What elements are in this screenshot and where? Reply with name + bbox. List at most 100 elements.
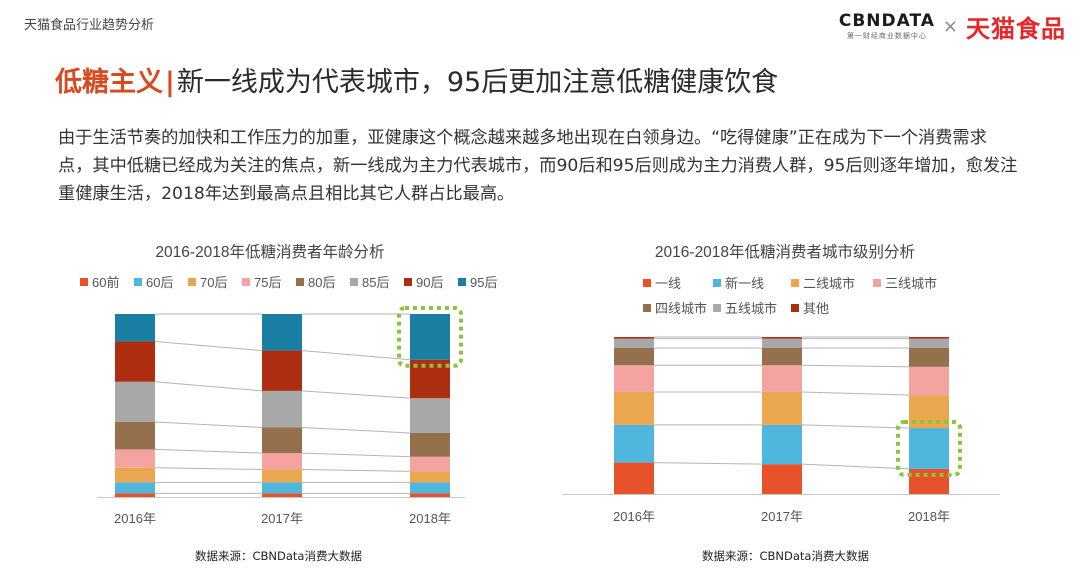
bar-segment [614, 424, 654, 463]
bar-segment [410, 482, 450, 494]
connector-line [801, 424, 910, 429]
chart-source-age: 数据来源：CBNData消费大数据 [195, 549, 362, 563]
legend-label: 其他 [803, 301, 829, 316]
x-tick-label: 2016年 [114, 511, 156, 526]
chart-source-city: 数据来源：CBNData消费大数据 [702, 549, 869, 563]
bar-segment [909, 337, 949, 339]
bar-segment [410, 398, 450, 433]
legend-swatch [791, 279, 799, 287]
connector-line [801, 364, 910, 368]
cbndata-logo: CBNDATA 第一财经商业数据中心 [838, 10, 935, 40]
brand-logos: CBNDATA 第一财经商业数据中心 × 天猫食品 [839, 6, 1066, 46]
legend-swatch [350, 278, 358, 286]
section-label: 天猫食品行业趋势分析 [24, 18, 155, 33]
title-main: 新一线成为代表城市，95后更加注意低糖健康饮食 [176, 67, 779, 98]
connector-line [154, 340, 263, 352]
bar-segment [909, 428, 949, 469]
legend-swatch [134, 278, 142, 286]
bar-segment [410, 456, 450, 472]
connector-line [154, 381, 263, 392]
x-tick-label: 2018年 [409, 511, 451, 526]
connector-line [801, 463, 910, 470]
cbndata-subtitle: 第一财经商业数据中心 [846, 31, 927, 40]
connector-line [301, 390, 411, 399]
bar-segment [762, 424, 802, 465]
connector-line [154, 421, 263, 428]
bar-segment [410, 359, 450, 399]
legend-label: 70后 [200, 275, 227, 290]
legend-label: 四线城市 [655, 301, 707, 316]
bar-segment [614, 347, 654, 366]
legend-swatch [713, 304, 721, 312]
bar-segment [262, 390, 302, 428]
bar-segment [909, 366, 949, 396]
connector-line [301, 469, 411, 472]
bar-segment [762, 347, 802, 366]
title-divider: | [165, 67, 175, 98]
bar-segment [614, 365, 654, 392]
legend-swatch [458, 278, 466, 286]
bar-segment [762, 391, 802, 425]
legend-swatch [80, 278, 88, 286]
bar-segment [262, 493, 302, 497]
bar-segment [115, 449, 155, 468]
bar-segment [262, 427, 302, 454]
bar-segment [909, 468, 949, 494]
bar-segment [410, 493, 450, 497]
connector-line [301, 452, 411, 458]
x-tick-label: 2017年 [761, 509, 803, 524]
bar-segment [614, 337, 654, 339]
bar-segment [614, 391, 654, 425]
connector-line [301, 426, 411, 434]
bar-segment [762, 337, 802, 339]
bar-segment [762, 464, 802, 494]
bar-segment [909, 347, 949, 367]
bar-segment [410, 471, 450, 483]
bar-segment [762, 338, 802, 348]
legend-label: 85后 [362, 275, 389, 290]
legend-label: 新一线 [725, 276, 764, 291]
legend-label: 三线城市 [885, 276, 937, 291]
page-title: 低糖主义|新一线成为代表城市，95后更加注意低糖健康饮食 [55, 60, 778, 99]
bar-segment [410, 314, 450, 360]
bar-segment [115, 381, 155, 422]
connector-line [801, 391, 910, 396]
cross-icon: × [942, 15, 958, 37]
cbndata-wordmark: CBNDATA [838, 10, 935, 31]
legend-label: 75后 [254, 275, 281, 290]
bar-segment [410, 432, 450, 457]
legend-swatch [188, 278, 196, 286]
tmall-food-logo: 天猫食品 [966, 14, 1066, 43]
bar-segment [909, 338, 949, 348]
bar-segment [262, 469, 302, 483]
legend-label: 80后 [308, 275, 335, 290]
legend-label: 五线城市 [725, 301, 777, 316]
bar-segment [262, 453, 302, 470]
bar-segment [614, 338, 654, 348]
bar-segment [614, 462, 654, 494]
bar-segment [115, 341, 155, 382]
legend-swatch [873, 279, 881, 287]
legend-label: 90后 [416, 275, 443, 290]
connector-line [653, 462, 763, 465]
x-tick-label: 2017年 [261, 511, 303, 526]
legend-label: 95后 [470, 275, 497, 290]
bar-segment [262, 314, 302, 351]
bar-segment [909, 395, 949, 429]
bar-segment [262, 482, 302, 494]
bar-segment [115, 314, 155, 342]
highlight-box [896, 420, 962, 477]
chart-title: 2016-2018年低糖消费者城市级别分析 [655, 243, 915, 261]
bar-segment [115, 482, 155, 494]
legend-label: 60后 [146, 275, 173, 290]
title-accent: 低糖主义 [55, 67, 163, 98]
legend-swatch [404, 278, 412, 286]
legend-swatch [643, 304, 651, 312]
legend-label: 60前 [92, 275, 119, 290]
bar-segment [115, 421, 155, 450]
legend-swatch [242, 278, 250, 286]
bar-segment [115, 467, 155, 483]
highlight-box [397, 306, 463, 368]
connector-line [154, 467, 263, 471]
legend-swatch [296, 278, 304, 286]
